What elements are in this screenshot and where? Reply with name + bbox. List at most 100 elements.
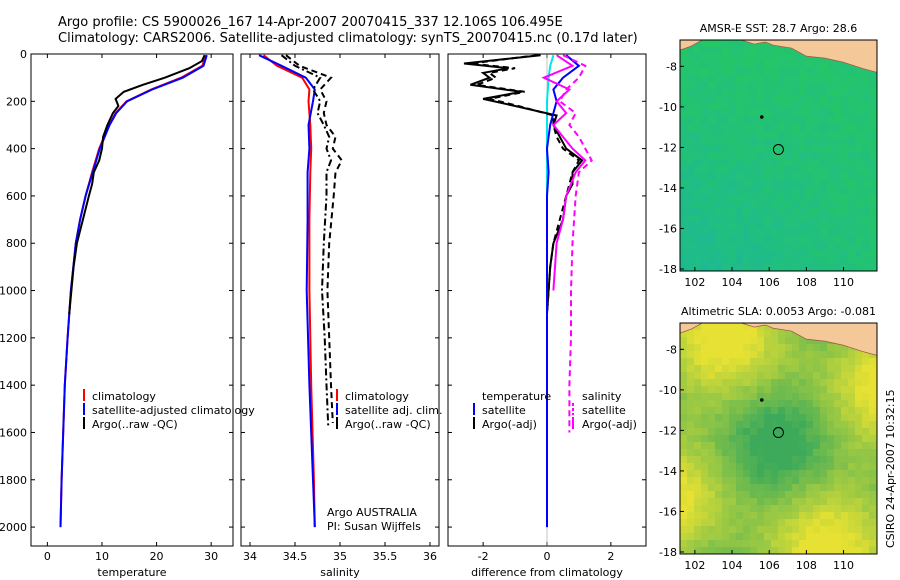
map-cell [764,194,772,202]
map-cell [729,117,737,125]
map-cell [757,407,765,415]
map-cell [806,344,814,352]
map-cell [827,365,835,373]
map-cell [827,131,835,139]
map-cell [792,243,800,251]
map-cell [729,103,737,111]
map-cell [806,491,814,499]
map-cell [694,505,702,513]
map-cell [820,61,828,69]
map-cell [736,138,744,146]
map-cell [813,250,821,258]
map-cell [743,229,751,237]
map-cell [792,257,800,265]
map-cell [680,547,688,554]
map-cell [687,187,695,195]
map-cell [757,386,765,394]
map-cell [750,547,758,554]
map-cell [764,250,772,258]
map-cell [848,215,856,223]
map-cell [806,187,814,195]
map-cell [778,421,786,429]
map-cell [834,103,842,111]
map-cell [778,117,786,125]
map-cell [869,173,877,181]
map-cell [862,138,870,146]
map-cell [813,61,821,69]
map-cell [834,421,842,429]
map-cell [848,379,856,387]
map-cell [841,194,849,202]
map-cell [750,54,758,62]
map-cell [750,351,758,359]
map-cell [869,526,877,534]
map-cell [869,201,877,209]
map-cell [743,365,751,373]
map-cell [764,540,772,548]
map-cell [799,428,807,436]
map-cell [862,512,870,520]
map-cell [722,414,730,422]
map-cell [827,414,835,422]
map-cell [820,222,828,230]
map-cell [771,208,779,216]
map-cell [764,456,772,464]
map-cell [687,358,695,366]
map-cell [855,180,863,188]
map-cell [869,194,877,202]
map-cell [869,159,877,167]
map-cell [701,40,709,48]
map-cell [694,96,702,104]
map-cell [743,201,751,209]
map-cell [862,145,870,153]
map-cell [869,512,877,520]
legend-label: Argo(..raw -QC) [92,418,178,431]
map-cell [827,82,835,90]
map-cell [736,323,744,331]
map-cell [834,215,842,223]
map-cell [771,243,779,251]
map-cell [750,337,758,345]
map-cell [862,463,870,471]
map-cell [785,117,793,125]
map-cell [834,344,842,352]
map-cell [715,407,723,415]
map-cell [715,173,723,181]
map-cell [757,337,765,345]
map-cell [778,547,786,554]
map-cell [736,547,744,554]
map-cell [841,138,849,146]
map-cell [806,498,814,506]
map-cell [813,428,821,436]
map-cell [792,358,800,366]
map-cell [771,365,779,373]
map-cell [750,498,758,506]
map-cell [813,337,821,345]
map-cell [743,187,751,195]
map-cell [834,400,842,408]
map-cell [848,512,856,520]
map-cell [687,540,695,548]
map-cell [785,54,793,62]
map-cell [701,180,709,188]
map-cell [750,386,758,394]
map-cell [813,484,821,492]
map-cell [771,215,779,223]
map-cell [771,54,779,62]
map-cell [813,229,821,237]
map-cell [750,477,758,485]
map-cell [841,68,849,76]
map-cell [687,222,695,230]
map-cell [708,40,716,48]
map-cell [813,372,821,380]
map-cell [680,365,688,373]
map-cell [729,540,737,548]
map-cell [778,103,786,111]
map-cell [827,449,835,457]
map-cell [855,89,863,97]
map-cell [687,526,695,534]
map-cell [729,365,737,373]
map-cell [785,89,793,97]
map-cell [694,512,702,520]
map-cell [715,470,723,478]
